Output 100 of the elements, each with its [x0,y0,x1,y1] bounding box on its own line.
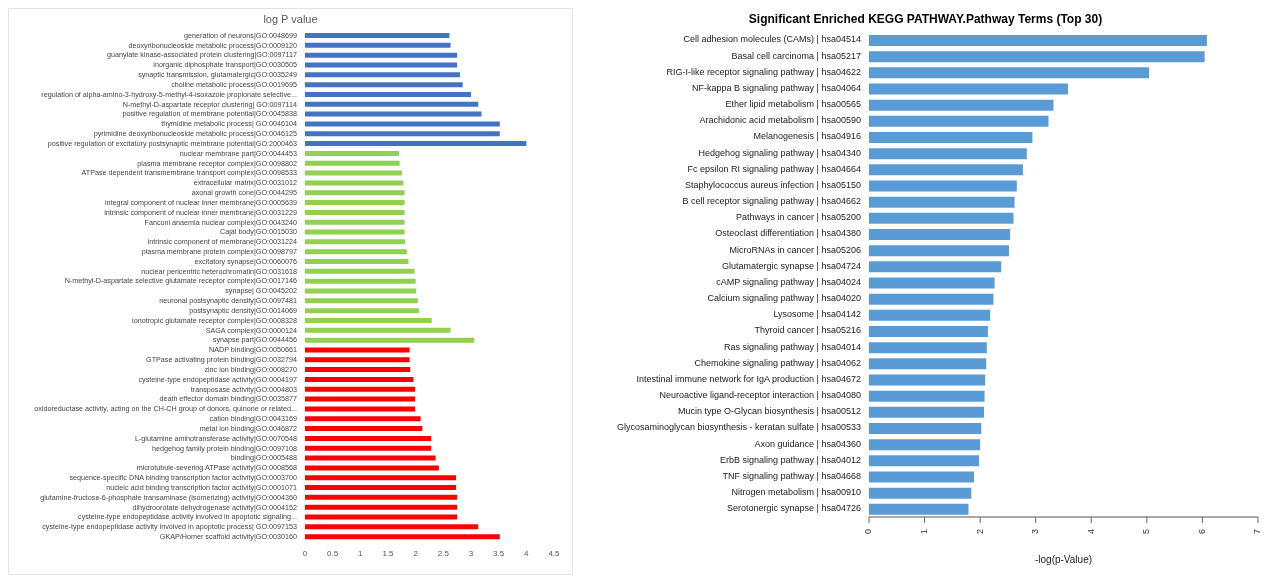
bar [305,308,419,314]
bar [305,209,405,215]
bar [869,471,975,483]
bar [305,445,432,451]
bar [305,160,400,166]
y-tick-label: NF-kappa B signaling pathway | hsa04064 [692,82,861,93]
bar [305,229,405,235]
bar [869,245,1010,257]
y-tick-label: Ether lipid metabolism | hsa00565 [725,99,861,110]
bar [305,416,421,422]
bar [305,435,432,441]
bar [869,406,985,418]
y-tick-label: MicroRNAs in cancer | hsa05206 [729,244,861,255]
y-tick-label: Cell adhesion molecules (CAMs) | hsa04514 [683,34,861,45]
x-tick-label: 0 [302,548,308,558]
x-tick-label: 1 [918,529,929,535]
y-tick-label: Chemokine signaling pathway | hsa04062 [694,357,861,368]
bar [305,426,423,432]
bar [305,504,458,510]
x-tick-label: 2 [413,548,419,558]
y-tick-label: Arachidonic acid metabolism | hsa00590 [699,115,861,126]
bar [869,164,1023,176]
y-tick-label: Mucin type O-Glycan biosynthesis | hsa00512 [678,406,861,417]
bar [869,423,982,434]
y-tick-label: Melanogenesis | hsa04916 [753,131,861,142]
bar [305,200,405,206]
bar [305,514,458,520]
bar [305,386,416,392]
chart-title: Significant Enriched KEGG PATHWAY.Pathway Terms (Top 30) [747,12,1104,26]
bar [305,259,409,265]
bar [305,121,500,127]
bar [305,33,450,38]
bar [305,327,451,333]
bar [869,342,987,354]
bar [305,485,457,491]
x-tick-label: 3.5 [493,548,505,558]
bar [305,170,402,176]
y-tick-label: Calcium signaling pathway | hsa04020 [707,293,861,304]
x-tick-label: 5 [1141,529,1152,535]
bar [869,51,1205,63]
x-tick-label: 4.5 [548,548,561,558]
bar [305,52,458,58]
bar [869,83,1068,95]
bar [305,141,527,147]
y-tick-label: Glycosaminoglycan biosynthesis - keratan sulfate | hsa00533 [617,422,861,433]
y-tick-label: TNF signaling pathway | hsa04668 [722,470,861,481]
y-tick-label: Serotonergic synapse | hsa04726 [727,503,861,514]
x-tick-label: 4 [1085,529,1096,535]
x-tick-label: 0 [863,529,874,535]
x-tick-label: 2 [974,529,985,535]
x-tick-label: 2.5 [437,548,450,558]
bar [869,115,1049,127]
x-axis-title: -log(p-Value) [1034,554,1093,565]
bar [305,494,458,500]
x-tick-label: 6 [1196,529,1207,535]
bar [305,396,416,402]
bar [305,337,475,343]
bar [869,293,994,305]
y-tick-label: Glutamatergic synapse | hsa04724 [722,260,861,271]
y-tick-label: Nitrogen metabolism | hsa00910 [731,487,861,498]
bar [869,148,1027,160]
y-tick-label: RIG-I-like receptor signaling pathway | hsa04622 [666,66,861,77]
bar [305,101,479,107]
bar [305,180,404,186]
bar [869,196,1015,208]
x-tick-label: 3 [1030,529,1041,535]
bar [305,278,416,284]
bar [305,82,463,88]
y-tick-label: Fc epsilon RI signaling pathway | hsa04664 [687,163,861,174]
bar [869,35,1207,46]
x-tick-label: 7 [1252,529,1263,535]
bar [869,503,969,515]
x-tick-label: 4 [524,548,530,558]
y-tick-label: Basal cell carcinoma | hsa05217 [731,50,861,61]
x-tick-label: 1 [358,548,364,558]
bar [305,376,414,382]
bar [869,487,972,499]
bar [305,357,410,363]
bar [305,62,458,68]
y-tick-label: B cell receptor signaling pathway | hsa04662 [682,196,861,207]
x-tick-label: 1.5 [382,548,395,558]
y-tick-label: cAMP signaling pathway | hsa04024 [716,276,861,287]
y-tick-label: Ras signaling pathway | hsa04014 [724,341,861,352]
bar [869,99,1054,111]
y-tick-label: Thyroid cancer | hsa05216 [754,325,861,336]
bar [305,150,400,156]
bar [305,190,405,196]
bar [869,277,995,289]
y-tick-label: Neuroactive ligand-receptor interaction | hsa04080 [659,390,861,401]
bar [305,406,416,412]
bar [305,465,439,471]
y-tick-label: Staphylococcus aureus infection | hsa05150 [685,179,861,190]
bar [305,42,451,48]
chart-title: log P value [262,13,319,25]
bar [305,317,432,323]
bar [305,367,411,373]
y-tick-label: ErbB signaling pathway | hsa04012 [720,454,861,465]
x-tick-label: 3 [468,548,474,558]
bar [305,288,417,294]
bar [869,261,1002,273]
